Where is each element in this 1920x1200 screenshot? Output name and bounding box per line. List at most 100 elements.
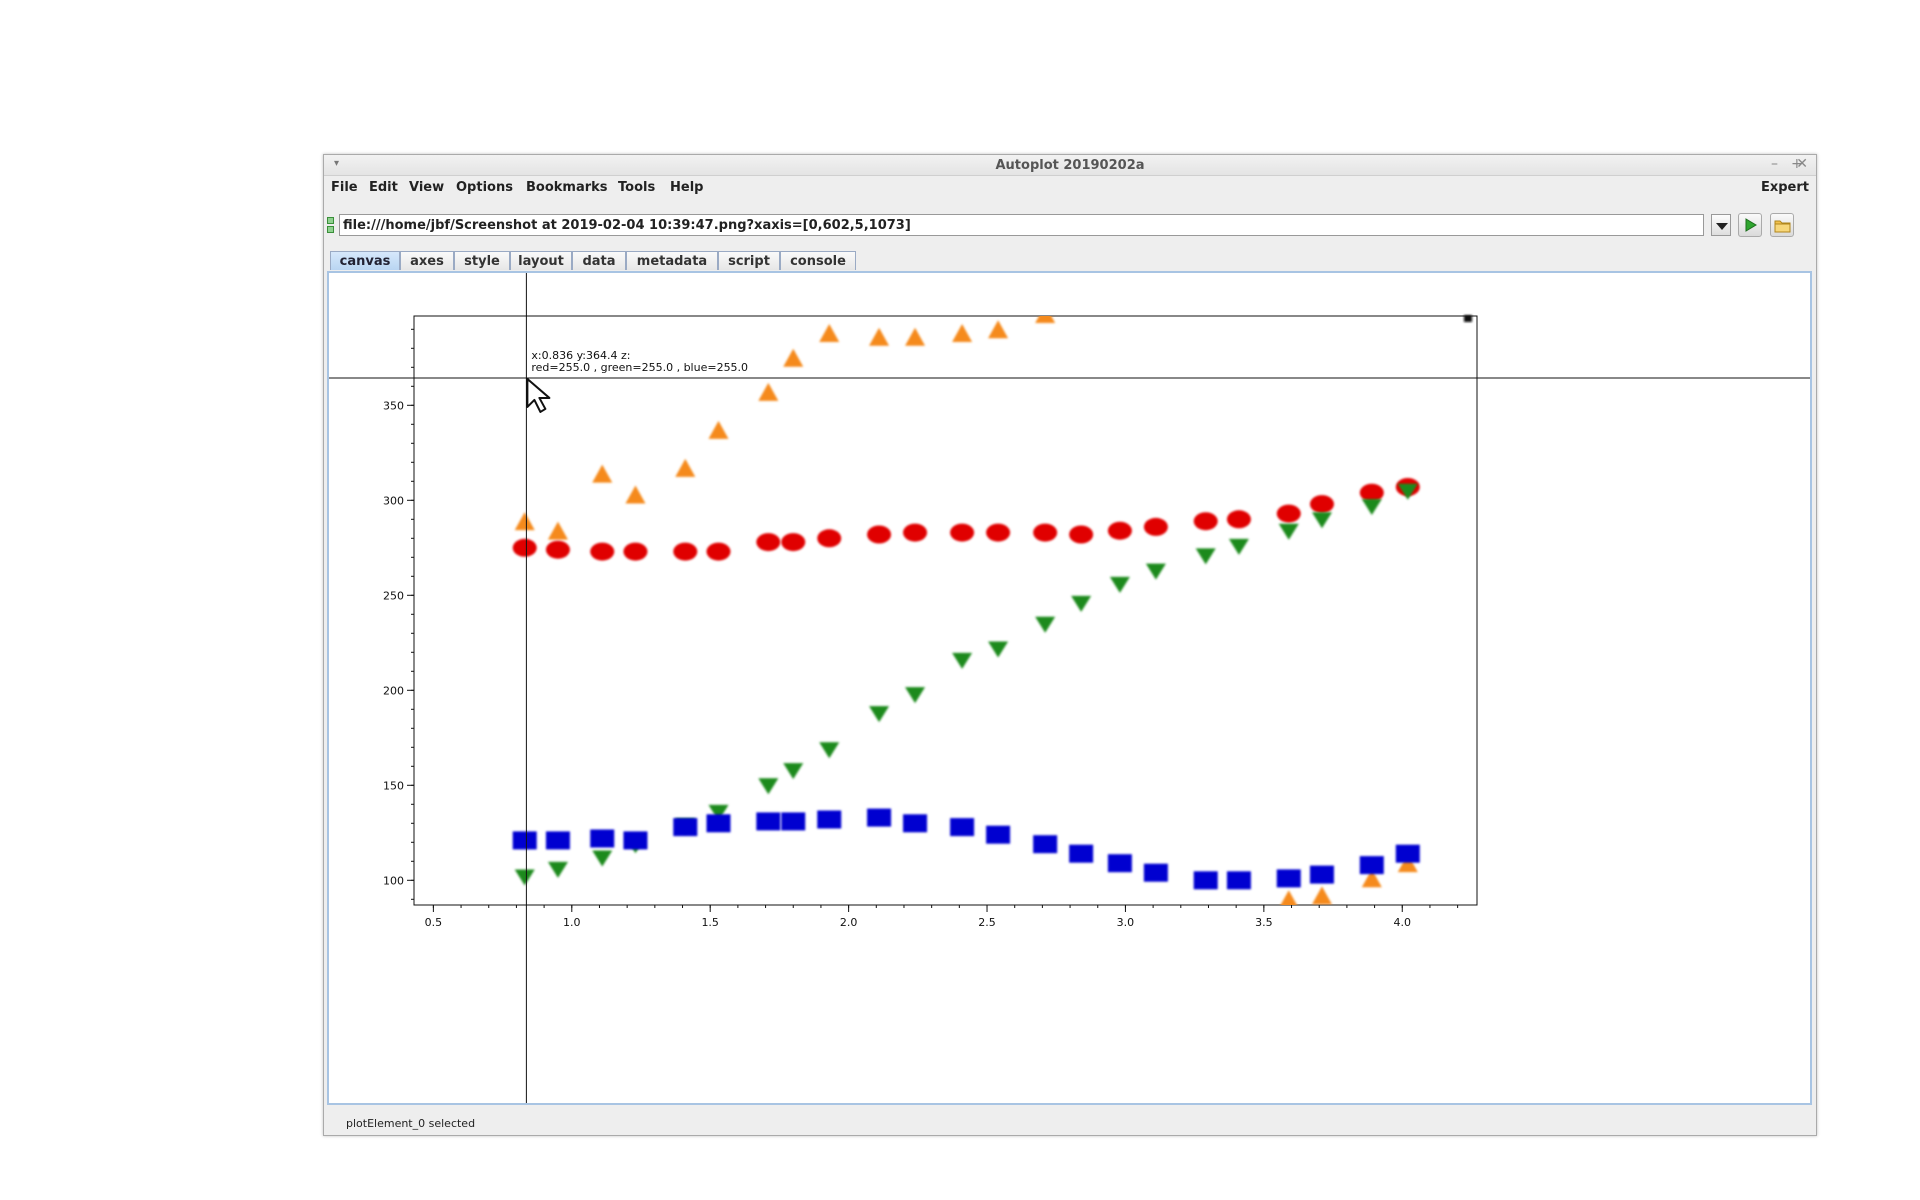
data-point-circle [781, 533, 806, 552]
data-point-circle [817, 529, 842, 548]
data-point-triangle-down [592, 850, 613, 867]
data-point-square [1069, 844, 1094, 863]
data-point-triangle-up [547, 521, 568, 540]
data-point-square [781, 812, 806, 831]
corner-pixel-mark [1464, 315, 1472, 322]
data-point-triangle-up [952, 324, 973, 342]
y-tick-label: 350 [383, 399, 404, 412]
menu-view[interactable]: View [409, 180, 445, 195]
data-point-triangle-up [988, 320, 1009, 339]
y-tick-label: 300 [383, 494, 404, 507]
menu-edit[interactable]: Edit [369, 180, 398, 195]
data-point-square [1309, 865, 1334, 884]
data-point-triangle-down [1278, 523, 1299, 540]
x-tick-label: 4.0 [1394, 916, 1412, 929]
data-point-triangle-down [1195, 548, 1216, 565]
data-point-square [1359, 856, 1384, 875]
play-icon [1745, 218, 1757, 232]
menu-bookmarks[interactable]: Bookmarks [526, 180, 608, 195]
data-point-triangle-down [1109, 576, 1130, 593]
x-tick-label: 0.5 [425, 916, 443, 929]
menu-file[interactable]: File [331, 180, 358, 195]
tab-metadata[interactable]: metadata [626, 251, 718, 270]
chevron-down-icon [1716, 223, 1728, 230]
plot-canvas[interactable]: 0.5 1.0 1.5 2.0 2.5 3.0 3.5 4.0 100 150 200 250 300 3… [327, 271, 1812, 1105]
title-bar[interactable]: ▾ Autoplot 20190202a – + ✕ [324, 155, 1816, 176]
status-bar-text: plotElement_0 selected [346, 1117, 476, 1130]
y-tick-label: 250 [383, 589, 404, 602]
tab-canvas[interactable]: canvas [330, 251, 400, 270]
data-point-triangle-down [514, 869, 535, 886]
plot-frame [413, 315, 1478, 906]
menu-options[interactable]: Options [456, 180, 513, 195]
data-point-triangle-down [1035, 616, 1056, 633]
data-point-square [1226, 871, 1251, 890]
data-point-square [903, 814, 928, 833]
data-point-circle [673, 542, 698, 561]
data-point-triangle-down [905, 687, 926, 704]
window-menu-icon[interactable]: ▾ [334, 158, 340, 169]
uri-input[interactable]: file:///home/jbf/Screenshot at 2019-02-0… [339, 214, 1704, 236]
data-point-circle [545, 540, 570, 559]
crosshair-readout-line1: x:0.836 y:364.4 z: [531, 349, 630, 362]
data-point-square [1395, 844, 1420, 863]
tab-axes[interactable]: axes [400, 251, 454, 270]
maximize-icon[interactable]: + [1791, 156, 1803, 172]
data-point-triangle-up [819, 324, 840, 342]
data-point-square [756, 812, 781, 831]
data-point-circle [1107, 521, 1132, 540]
tab-layout[interactable]: layout [510, 251, 572, 270]
x-tick-label: 2.5 [978, 916, 996, 929]
x-tick-label: 1.0 [563, 916, 581, 929]
x-tick-label: 3.0 [1117, 916, 1135, 929]
data-point-triangle-down [1361, 499, 1382, 515]
scatter-plot[interactable]: 0.5 1.0 1.5 2.0 2.5 3.0 3.5 4.0 100 150 200 250 300 3… [329, 273, 1810, 1103]
browse-files-button[interactable] [1770, 213, 1794, 237]
data-point-triangle-up [783, 348, 804, 367]
data-point-square [590, 829, 615, 848]
y-tick-label: 100 [383, 874, 404, 887]
data-point-triangle-up [1311, 886, 1332, 905]
data-point-triangle-up [869, 327, 890, 346]
uri-dropdown-button[interactable] [1711, 214, 1731, 236]
data-point-circle [1033, 523, 1058, 542]
data-point-triangle-down [988, 641, 1009, 658]
data-point-circle [867, 525, 892, 544]
data-point-triangle-up [625, 485, 646, 504]
tab-script[interactable]: script [718, 251, 780, 270]
data-point-triangle-up [514, 512, 535, 531]
data-point-circle [1226, 510, 1251, 529]
data-point-triangle-down [952, 652, 973, 669]
data-point-square [1193, 871, 1218, 890]
data-point-square [950, 818, 975, 837]
data-point-circle [903, 523, 928, 542]
menu-tools[interactable]: Tools [618, 180, 656, 195]
expert-toggle[interactable]: Expert [1760, 180, 1809, 195]
data-point-triangle-down [1311, 512, 1332, 529]
x-tick-label: 3.5 [1255, 916, 1273, 929]
data-point-square [1033, 835, 1058, 854]
close-icon[interactable]: ✕ [1796, 156, 1808, 172]
tab-data[interactable]: data [572, 251, 626, 270]
data-point-square [706, 814, 731, 833]
data-point-circle [1143, 517, 1168, 536]
menu-help[interactable]: Help [670, 180, 704, 195]
minimize-icon[interactable]: – [1771, 156, 1778, 172]
data-point-triangle-up [592, 464, 613, 483]
data-point-square [817, 810, 842, 829]
tab-console[interactable]: console [780, 251, 856, 270]
drag-grip-icon[interactable] [327, 217, 334, 233]
data-point-circle [706, 542, 731, 561]
data-point-circle [1359, 483, 1384, 502]
data-layer [512, 316, 1420, 905]
data-point-square [545, 831, 570, 850]
data-point-triangle-down [758, 778, 779, 795]
data-point-circle [950, 523, 975, 542]
uri-row: file:///home/jbf/Screenshot at 2019-02-0… [324, 211, 1816, 239]
folder-icon [1774, 220, 1791, 233]
tab-style[interactable]: style [454, 251, 510, 270]
data-point-square [1143, 863, 1168, 882]
data-point-triangle-down [1071, 595, 1092, 612]
plot-go-button[interactable] [1738, 213, 1762, 237]
data-point-square [512, 831, 537, 850]
